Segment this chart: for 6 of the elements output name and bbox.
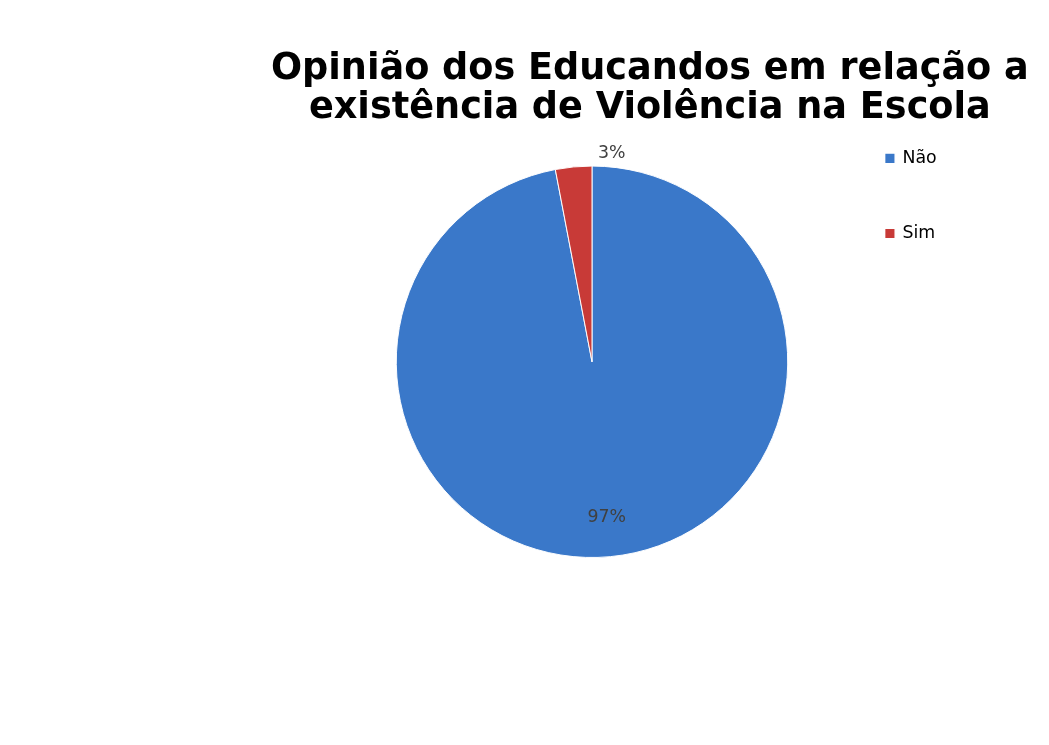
legend-label: Sim bbox=[902, 222, 936, 243]
legend-label: Não bbox=[902, 147, 937, 168]
pie-slice bbox=[395, 165, 789, 558]
data-label: 3% bbox=[597, 142, 626, 163]
data-label: 97% bbox=[587, 506, 627, 527]
text: Opinião dos Educandos em relação a bbox=[270, 45, 1029, 89]
